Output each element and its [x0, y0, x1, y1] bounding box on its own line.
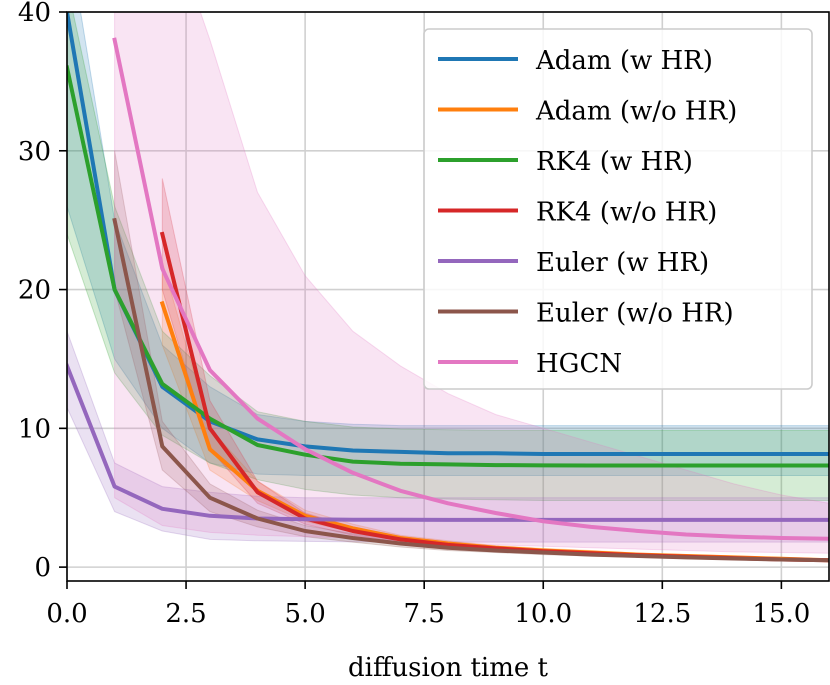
y-tick-label: 0 — [34, 553, 51, 583]
band-hgcn — [114, 12, 829, 554]
x-axis-title: diffusion time t — [348, 653, 549, 683]
series-lines — [67, 12, 829, 563]
x-tick-label: 7.5 — [404, 599, 445, 629]
y-tick-label: 30 — [18, 137, 51, 167]
line-rk4-w-hr- — [67, 65, 829, 468]
line-hgcn — [112, 37, 829, 541]
legend-label: Euler (w/o HR) — [536, 299, 734, 329]
legend-label: Adam (w HR) — [535, 46, 713, 76]
y-tick-label: 10 — [18, 414, 51, 444]
x-tick-label: 12.5 — [633, 599, 691, 629]
legend-label: HGCN — [536, 349, 622, 379]
band-euler-w-o-hr- — [114, 150, 829, 562]
legend-label: Adam (w/o HR) — [535, 97, 737, 127]
legend: Adam (w HR) Adam (w/o HR) RK4 (w HR) RK4 (w… — [423, 28, 813, 390]
x-tick-label: 2.5 — [165, 599, 206, 629]
x-tick-label: 15.0 — [752, 599, 810, 629]
y-tick-label: 20 — [18, 276, 51, 306]
axes — [59, 11, 830, 589]
tick-labels: 0.0 2.5 5.0 7.5 10.0 12.5 15.0 0 10 20 30 40 — [18, 0, 810, 629]
band-rk4-w-hr- — [67, 12, 829, 501]
legend-label: RK4 (w/o HR) — [536, 198, 717, 228]
x-tick-label: 0.0 — [46, 599, 87, 629]
legend-label: Euler (w HR) — [536, 248, 709, 278]
band-adam-w-hr- — [67, 12, 829, 476]
line-adam-w-hr- — [67, 12, 829, 456]
y-tick-label: 40 — [18, 0, 51, 28]
legend-box — [423, 28, 813, 390]
x-tick-label: 5.0 — [284, 599, 325, 629]
x-tick-label: 10.0 — [514, 599, 572, 629]
legend-label: RK4 (w HR) — [536, 147, 693, 177]
line-euler-w-o-hr- — [112, 217, 829, 563]
line-euler-w-hr- — [67, 363, 829, 522]
axes-frame — [66, 11, 830, 582]
